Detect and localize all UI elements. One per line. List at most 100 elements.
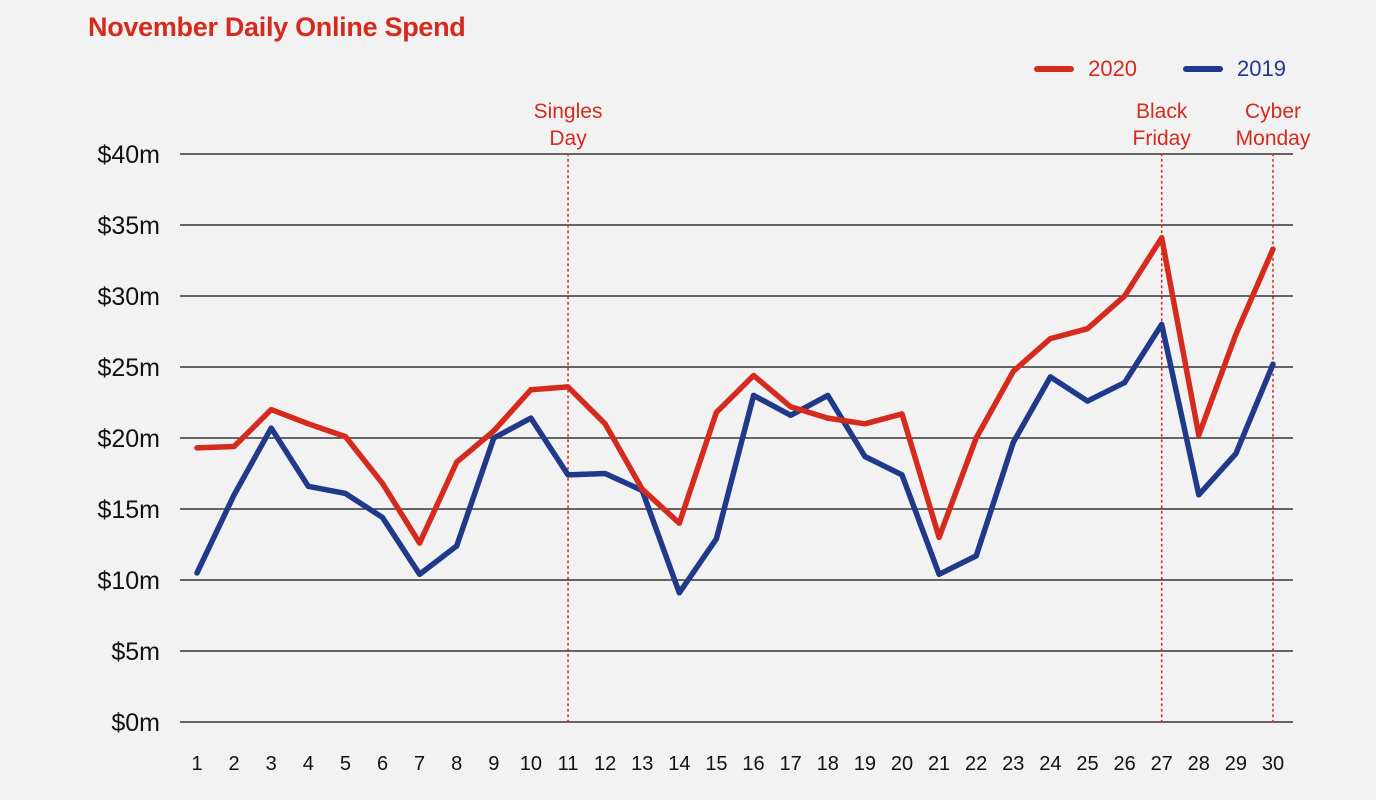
- data-point-2020: [825, 415, 831, 421]
- data-point-2020: [194, 445, 200, 451]
- y-axis: $0m $5m $10m $15m $20m $25m $30m $35m $40m: [97, 141, 160, 737]
- x-tick-label: 16: [742, 753, 764, 775]
- legend-swatch-2019: [1183, 66, 1224, 72]
- data-point-2020: [342, 433, 349, 440]
- legend-item-2019: 2019: [1183, 56, 1286, 82]
- x-tick-label: 1: [191, 753, 202, 775]
- y-tick-label: $40m: [97, 141, 160, 169]
- x-tick-label: 24: [1039, 753, 1061, 775]
- data-point-2020: [676, 520, 682, 526]
- x-tick-label: 15: [705, 753, 727, 775]
- legend-label-2019: 2019: [1237, 56, 1286, 81]
- x-tick-label: 28: [1188, 753, 1210, 775]
- data-point-2019: [676, 590, 682, 596]
- data-point-2020: [379, 480, 386, 487]
- data-point-2019: [825, 392, 831, 398]
- x-tick-label: 4: [303, 753, 314, 775]
- data-point-2019: [528, 415, 534, 421]
- data-point-2019: [417, 571, 423, 577]
- data-point-2020: [1159, 235, 1165, 241]
- annotation-label-line: Cyber: [1245, 100, 1301, 123]
- annotation-label: Singles Day: [534, 100, 603, 150]
- x-tick-label: 12: [594, 753, 616, 775]
- data-point-2020: [602, 421, 608, 427]
- data-point-2020: [454, 459, 460, 465]
- data-point-2020: [750, 372, 757, 379]
- data-point-2019: [268, 425, 274, 431]
- data-point-2019: [602, 470, 608, 477]
- data-point-2019: [491, 435, 497, 441]
- y-tick-label: $25m: [97, 354, 160, 382]
- annotation-label-line: Black: [1136, 100, 1188, 123]
- data-point-2020: [1121, 293, 1128, 299]
- data-point-2019: [862, 453, 868, 460]
- data-point-2020: [788, 404, 794, 410]
- data-point-2019: [1084, 398, 1091, 404]
- data-point-2019: [1196, 492, 1202, 498]
- legend-item-2020: 2020: [1034, 56, 1137, 82]
- annotation-label: Cyber Monday: [1236, 100, 1311, 150]
- data-point-2020: [268, 407, 274, 413]
- legend-label-2020: 2020: [1088, 56, 1138, 81]
- data-point-2019: [899, 472, 905, 478]
- x-tick-label: 2: [229, 753, 240, 775]
- data-point-2019: [194, 570, 200, 576]
- x-tick-label: 5: [340, 753, 351, 775]
- data-point-2019: [1047, 374, 1053, 380]
- data-point-2020: [1084, 326, 1091, 332]
- x-tick-label: 17: [780, 753, 802, 775]
- x-tick-label: 19: [854, 753, 876, 775]
- chart-title: November Daily Online Spend: [88, 12, 466, 42]
- x-axis: 1 2 3 4 5 6 7 8 9 10 11 12 13 14 15 16 17 18 19 20 21 22 23 24 2…: [191, 753, 1284, 775]
- x-tick-label: 21: [928, 753, 950, 775]
- legend-swatch-2020: [1034, 66, 1075, 72]
- x-tick-label: 20: [891, 753, 913, 775]
- data-point-2020: [565, 384, 571, 390]
- x-tick-label: 27: [1151, 753, 1173, 775]
- x-tick-label: 22: [965, 753, 987, 775]
- data-point-2020: [713, 409, 720, 416]
- x-tick-label: 26: [1113, 753, 1135, 775]
- data-point-2020: [305, 421, 311, 427]
- chart-legend: 2020 2019: [1034, 56, 1286, 82]
- data-point-2020: [862, 421, 868, 427]
- data-point-2019: [788, 412, 794, 418]
- y-tick-label: $30m: [97, 283, 160, 311]
- y-tick-label: $20m: [97, 425, 160, 453]
- data-point-2019: [1010, 439, 1016, 445]
- data-point-2020: [1233, 331, 1239, 337]
- data-point-2019: [713, 536, 720, 542]
- series-line-2020: [194, 235, 1276, 546]
- data-point-2019: [973, 553, 979, 559]
- data-point-2020: [1047, 336, 1053, 342]
- data-point-2020: [1010, 368, 1016, 374]
- annotation-label-line: Singles: [534, 100, 603, 123]
- data-point-2019: [565, 472, 571, 478]
- y-tick-label: $5m: [111, 638, 160, 666]
- data-point-2020: [528, 387, 534, 393]
- annotation-label-line: Friday: [1133, 127, 1192, 150]
- x-tick-label: 29: [1225, 753, 1247, 775]
- data-point-2020: [973, 435, 979, 441]
- y-tick-label: $10m: [97, 567, 160, 595]
- x-tick-label: 25: [1076, 753, 1098, 775]
- x-tick-label: 7: [414, 753, 425, 775]
- data-point-2019: [305, 483, 311, 489]
- x-tick-label: 30: [1262, 753, 1284, 775]
- data-point-2020: [491, 428, 497, 434]
- x-tick-label: 6: [377, 753, 388, 775]
- x-tick-label: 23: [1002, 753, 1024, 775]
- data-point-2019: [454, 543, 460, 549]
- data-point-2019: [1270, 361, 1276, 367]
- data-point-2019: [231, 492, 237, 498]
- annotation-label-line: Monday: [1236, 127, 1311, 150]
- data-point-2019: [342, 490, 349, 496]
- x-tick-label: 18: [817, 753, 839, 775]
- series-line-2019: [194, 321, 1276, 596]
- x-tick-label: 14: [668, 753, 690, 775]
- annotation-label: Black Friday: [1133, 100, 1192, 150]
- data-point-2020: [1196, 432, 1202, 438]
- data-point-2019: [750, 392, 757, 398]
- x-tick-label: 11: [558, 753, 579, 775]
